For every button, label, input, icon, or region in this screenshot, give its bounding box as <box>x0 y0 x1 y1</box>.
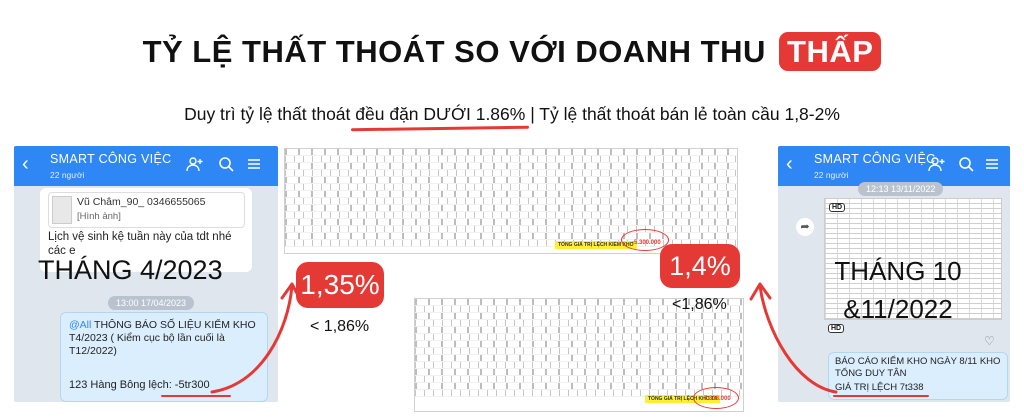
right-line-underline <box>833 395 929 397</box>
message-line-store: 123 Hàng Bông lệch: -5tr300 <box>69 379 210 391</box>
left-arrow-icon <box>210 284 294 394</box>
heart-icon[interactable]: ♡ <box>984 334 995 348</box>
right-message-bubble: BÁO CÁO KIỂM KHO NGÀY 8/11 KHO TỔNG DUY … <box>828 352 1008 400</box>
subheadline-post: | Tỷ lệ thất thoát bán lẻ toàn cầu 1,8-2… <box>525 104 840 124</box>
menu-icon[interactable] <box>246 156 262 176</box>
back-arrow-icon[interactable]: ‹ <box>786 153 793 175</box>
left-timestamp: 13:00 17/04/2023 <box>108 296 195 310</box>
hd-badge: HD <box>829 203 846 212</box>
message-text-1: Lịch vệ sinh kệ tuần này của tdt nhé các… <box>48 231 232 257</box>
add-member-icon[interactable] <box>186 156 204 176</box>
left-chat-members: 22 người <box>50 170 85 180</box>
sender-name: Vũ Châm_90_ 0346655065 <box>77 196 206 208</box>
headline-highlight: THẤP <box>779 32 882 71</box>
back-arrow-icon[interactable]: ‹ <box>22 153 29 175</box>
right-arrowhead-icon <box>749 282 772 301</box>
left-chat-title: SMART CÔNG VIỆC <box>50 152 172 166</box>
left-month-label: THÁNG 4/2023 <box>38 255 223 285</box>
right-chat-screenshot: ‹ SMART CÔNG VIỆC 22 người 12:13 13/11/2… <box>778 146 1010 402</box>
subheadline-pre: Duy trì tỷ lệ thất thoát <box>184 104 356 124</box>
right-chat-members: 22 người <box>814 170 849 180</box>
headline: TỶ LỆ THẤT THOÁT SO VỚI DOANH THU THẤP <box>0 32 1024 71</box>
right-message-line1: BÁO CÁO KIỂM KHO NGÀY 8/11 KHO TỔNG DUY … <box>835 356 1001 379</box>
top-total-circle <box>621 229 669 251</box>
spreadsheet-top: TỔNG GIÁ TRỊ LỆCH KIỂM KHO -5.300.000 <box>284 148 738 254</box>
left-compare-label: < 1,86% <box>310 318 370 335</box>
mention-all[interactable]: @All <box>69 319 92 331</box>
message-body-2: THÔNG BÁO SỐ LIỆU KIỂM KHO T4/2023 ( Kiể… <box>69 319 256 357</box>
store-line-underline <box>161 395 231 397</box>
subheadline-underlined: đều đặn DƯỚI 1.86% <box>355 104 526 124</box>
shared-image[interactable]: HD <box>824 198 1002 320</box>
right-timestamp: 12:13 13/11/2022 <box>858 182 944 196</box>
search-icon[interactable] <box>958 156 974 176</box>
hd-badge-2: HD <box>828 324 845 333</box>
add-member-icon[interactable] <box>928 156 946 176</box>
menu-icon[interactable] <box>984 156 1000 176</box>
image-label: [Hình ảnh] <box>77 211 121 222</box>
forward-icon[interactable]: ➦ <box>796 218 814 236</box>
message-text-2: @All THÔNG BÁO SỐ LIỆU KIỂM KHO T4/2023 … <box>69 319 261 358</box>
subheadline: Duy trì tỷ lệ thất thoát đều đặn DƯỚI 1.… <box>0 104 1024 125</box>
right-month-text: THÁNG 10 &11/2022 <box>834 256 962 324</box>
right-chat-title: SMART CÔNG VIỆC <box>814 152 936 166</box>
left-rate-badge: 1,35% <box>296 262 384 308</box>
left-arrowhead-icon <box>280 282 302 301</box>
headline-text: TỶ LỆ THẤT THOÁT SO VỚI DOANH THU <box>142 34 766 69</box>
right-app-bar: ‹ SMART CÔNG VIỆC 22 người <box>778 146 1010 186</box>
right-arrow-icon <box>758 284 838 394</box>
right-compare-label: <1,86% <box>672 296 727 313</box>
reply-card: Vũ Châm_90_ 0346655065 [Hình ảnh] <box>48 192 245 228</box>
top-total-label: TỔNG GIÁ TRỊ LỆCH KIỂM KHO <box>555 241 637 249</box>
right-message-line2: GIÁ TRỊ LỆCH 7t338 <box>835 382 924 393</box>
right-rate-badge: 1,4% <box>660 244 740 288</box>
search-icon[interactable] <box>218 156 234 176</box>
bottom-total-label: TỔNG GIÁ TRỊ LỆCH KHO T4 <box>645 395 720 403</box>
bottom-total-circle <box>693 387 739 409</box>
left-app-bar: ‹ SMART CÔNG VIỆC 22 người <box>14 146 278 186</box>
image-thumbnail-icon <box>52 196 72 224</box>
message-bubble-1: Vũ Châm_90_ 0346655065 [Hình ảnh] Lịch v… <box>40 188 252 272</box>
spreadsheet-bottom: TỔNG GIÁ TRỊ LỆCH KHO T4 -7.338.000 <box>414 298 744 412</box>
right-month-label: THÁNG 10 &11/2022 <box>812 252 984 328</box>
